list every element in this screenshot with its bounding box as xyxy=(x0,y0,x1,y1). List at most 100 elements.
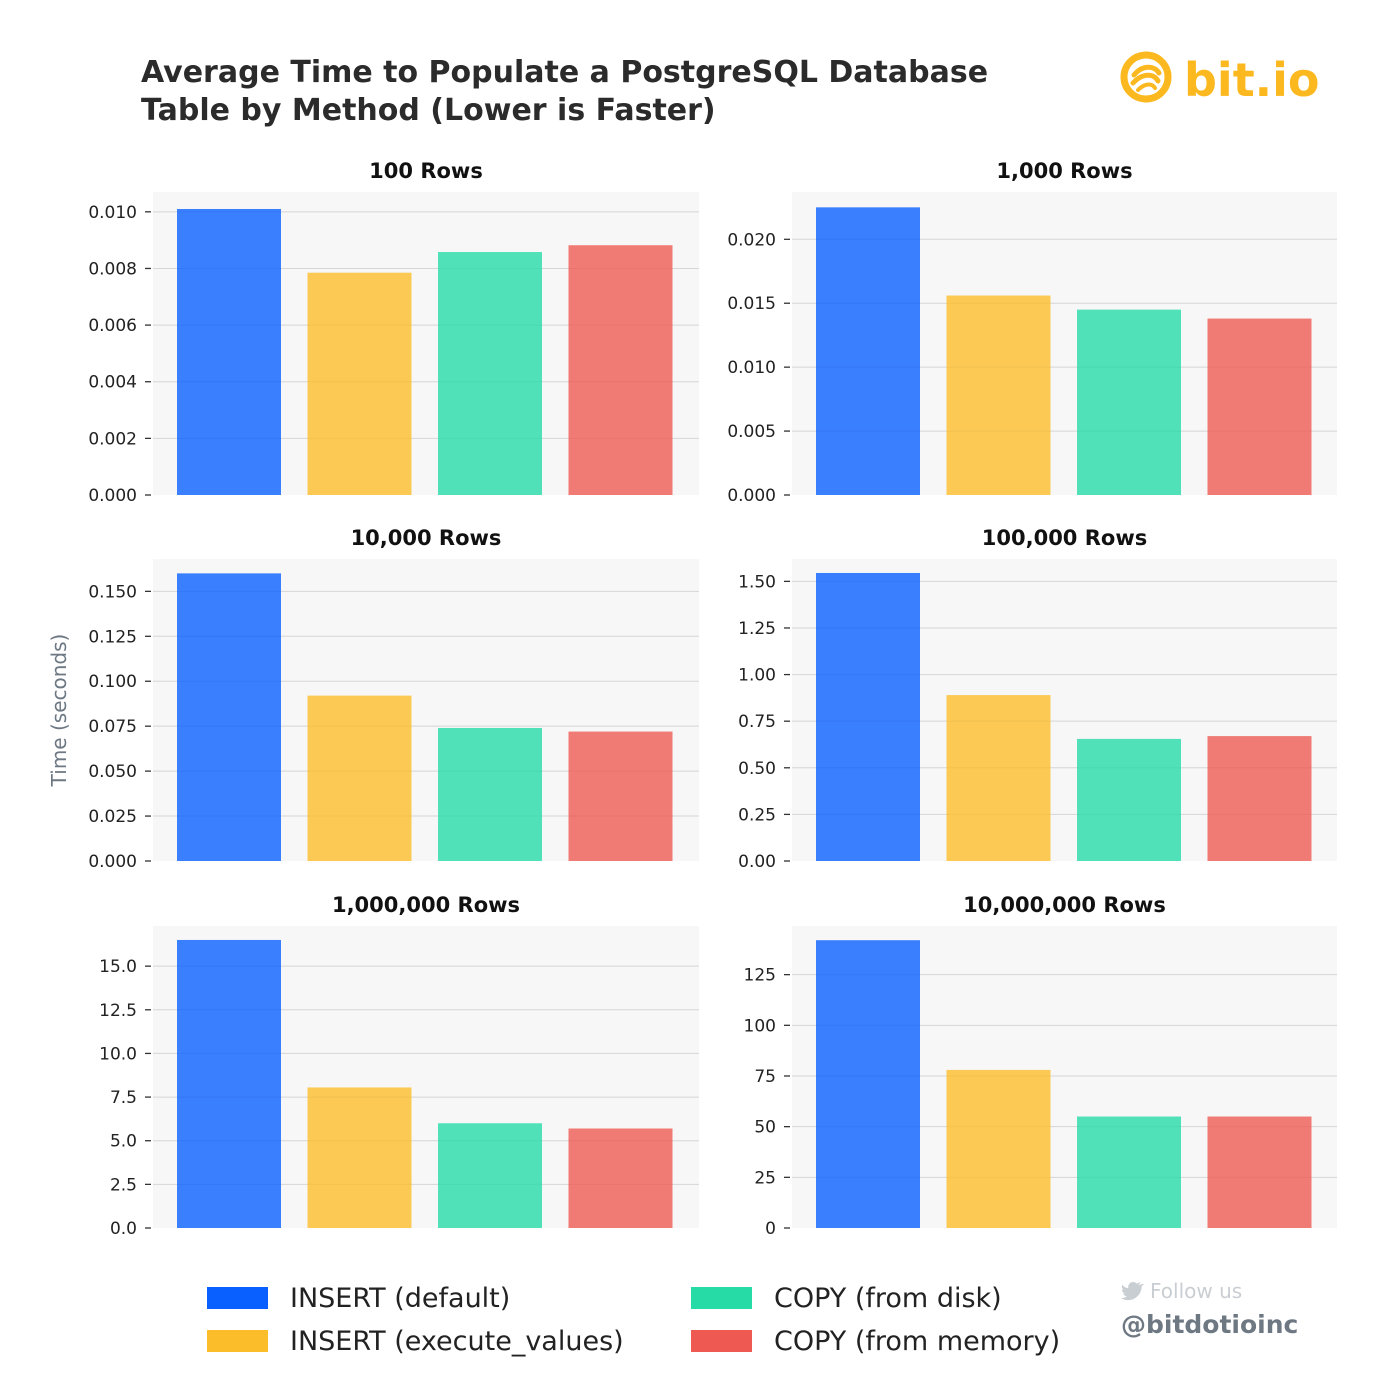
subplot-title: 10,000 Rows xyxy=(351,526,502,550)
bar-copy-from-memory xyxy=(1207,318,1312,495)
bar-insert-execute-values xyxy=(946,1069,1051,1228)
legend-item: INSERT (default) xyxy=(207,1283,510,1314)
subplot-grid: 100 Rows0.0000.0020.0040.0060.0080.0101,… xyxy=(88,159,1337,1239)
legend-item: INSERT (execute_values) xyxy=(207,1326,624,1357)
y-tick-label: 0.015 xyxy=(727,294,776,314)
title-line-1: Average Time to Populate a PostgreSQL Da… xyxy=(141,55,988,90)
y-tick-label: 7.5 xyxy=(110,1088,137,1108)
y-tick-label: 25 xyxy=(754,1168,776,1188)
y-tick-label: 0.000 xyxy=(727,486,776,506)
subplot-title: 10,000,000 Rows xyxy=(963,893,1166,917)
y-tick-label: 0.00 xyxy=(738,852,776,872)
y-tick-label: 0.006 xyxy=(88,316,137,336)
y-tick-label: 0.100 xyxy=(88,672,137,692)
legend-label: INSERT (execute_values) xyxy=(290,1326,624,1357)
y-tick-label: 1.00 xyxy=(738,666,776,686)
legend-item: COPY (from disk) xyxy=(691,1283,1002,1314)
y-tick-label: 5.0 xyxy=(110,1132,137,1152)
legend-label: COPY (from disk) xyxy=(774,1283,1002,1314)
subplot-6: 10,000,000 Rows 0 25 50 75 100 125 xyxy=(744,893,1337,1239)
subplot-2: 1,000 Rows 0.000 0.005 0.010 0.015 0.020 xyxy=(727,159,1337,506)
bar-insert-execute-values xyxy=(946,695,1051,861)
logo-wordmark: bit.io xyxy=(1184,53,1320,107)
y-tick-label: 50 xyxy=(754,1118,776,1138)
y-tick-label: 0.002 xyxy=(88,429,137,449)
subplot-title: 100,000 Rows xyxy=(982,526,1147,550)
y-tick-label: 0.000 xyxy=(88,486,137,506)
subplot-4: 100,000 Rows 0.00 0.25 0.50 0.75 1.00 1.25 1.50 xyxy=(738,526,1337,872)
legend-swatch xyxy=(207,1330,268,1352)
y-tick-label: 15.0 xyxy=(99,957,137,977)
bar-copy-from-memory xyxy=(568,731,673,861)
bar-insert-default xyxy=(816,207,920,495)
bar-copy-from-disk xyxy=(438,252,542,495)
bar-insert-execute-values xyxy=(307,272,412,495)
bar-insert-default xyxy=(816,572,920,861)
bar-copy-from-disk xyxy=(1077,1116,1181,1228)
bar-copy-from-disk xyxy=(1077,738,1181,861)
social-follow: Follow us @bitdotioinc xyxy=(1120,1279,1298,1339)
legend-label: INSERT (default) xyxy=(290,1283,510,1314)
bar-insert-execute-values xyxy=(307,695,412,861)
y-tick-label: 0.25 xyxy=(738,805,776,825)
bar-insert-default xyxy=(177,208,281,495)
bar-copy-from-memory xyxy=(1207,1116,1312,1228)
y-tick-label: 10.0 xyxy=(99,1044,137,1064)
legend-swatch xyxy=(691,1330,752,1352)
legend-swatch xyxy=(207,1287,268,1309)
subplot-title: 1,000,000 Rows xyxy=(332,893,520,917)
legend-item: COPY (from memory) xyxy=(691,1326,1060,1357)
y-tick-label: 0 xyxy=(765,1219,776,1239)
bar-insert-default xyxy=(816,940,920,1228)
y-tick-label: 0.010 xyxy=(88,203,137,223)
bar-copy-from-disk xyxy=(1077,309,1181,495)
y-tick-label: 0.75 xyxy=(738,712,776,732)
y-tick-label: 0.005 xyxy=(727,422,776,442)
y-tick-label: 1.25 xyxy=(738,619,776,639)
subplot-5: 1,000,000 Rows 0.0 2.5 5.0 7.5 10.0 12.5 15.0 xyxy=(99,893,699,1239)
y-tick-label: 75 xyxy=(754,1067,776,1087)
bitio-swirl-logo-icon xyxy=(1120,51,1172,103)
y-tick-label: 0.004 xyxy=(88,373,137,393)
y-tick-label: 0.075 xyxy=(88,717,137,737)
bar-insert-default xyxy=(177,573,281,861)
y-tick-label: 0.025 xyxy=(88,807,137,827)
y-tick-label: 0.50 xyxy=(738,759,776,779)
y-tick-label: 125 xyxy=(744,966,776,986)
bar-insert-default xyxy=(177,939,281,1228)
y-tick-label: 0.0 xyxy=(110,1219,137,1239)
bar-insert-execute-values xyxy=(307,1087,412,1228)
bar-insert-execute-values xyxy=(946,295,1051,495)
shared-ylabel: Time (seconds) xyxy=(47,634,71,788)
y-tick-label: 2.5 xyxy=(110,1175,137,1195)
twitter-handle[interactable]: @bitdotioinc xyxy=(1121,1310,1298,1339)
bar-copy-from-memory xyxy=(1207,736,1312,861)
figure-title: Average Time to Populate a PostgreSQL Da… xyxy=(141,55,988,128)
bar-copy-from-memory xyxy=(568,1128,673,1228)
subplot-1: 100 Rows 0.000 0.002 0.004 0.006 0.008 0.010 xyxy=(88,159,699,506)
bar-copy-from-disk xyxy=(438,727,542,861)
y-tick-label: 0.150 xyxy=(88,582,137,602)
subplot-title: 100 Rows xyxy=(369,159,483,183)
twitter-bird-icon xyxy=(1120,1281,1144,1301)
bar-copy-from-disk xyxy=(438,1123,542,1228)
legend-label: COPY (from memory) xyxy=(774,1326,1060,1357)
legend-swatch xyxy=(691,1287,752,1309)
y-tick-label: 0.008 xyxy=(88,259,137,279)
subplot-3: 10,000 Rows 0.000 0.025 0.050 0.075 0.100 0.12… xyxy=(88,526,699,872)
bar-copy-from-memory xyxy=(568,245,673,495)
legend: INSERT (default) INSERT (execute_values) C… xyxy=(207,1283,1060,1357)
follow-text: Follow us xyxy=(1150,1279,1242,1303)
y-tick-label: 0.000 xyxy=(88,852,137,872)
y-tick-label: 0.010 xyxy=(727,358,776,378)
brand-logo: bit.io xyxy=(1120,51,1320,107)
y-tick-label: 0.125 xyxy=(88,627,137,647)
y-tick-label: 1.50 xyxy=(738,572,776,592)
title-line-2: Table by Method (Lower is Faster) xyxy=(141,93,716,128)
y-tick-label: 12.5 xyxy=(99,1001,137,1021)
y-tick-label: 100 xyxy=(744,1016,776,1036)
y-tick-label: 0.050 xyxy=(88,762,137,782)
y-tick-label: 0.020 xyxy=(727,230,776,250)
subplot-title: 1,000 Rows xyxy=(996,159,1132,183)
